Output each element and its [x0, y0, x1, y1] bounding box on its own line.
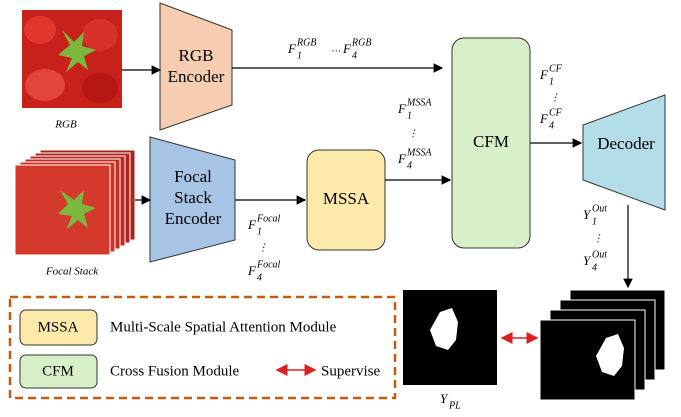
node-label: CFM	[473, 132, 509, 151]
node-label: Encoder	[168, 67, 225, 86]
node-label: Stack	[174, 188, 212, 207]
label-sub: 4	[407, 160, 412, 171]
node-label: MSSA	[323, 189, 370, 208]
label-sup: Out	[592, 203, 607, 214]
legend-desc: Multi-Scale Spatial Attention Module	[110, 319, 337, 335]
label-base: Y	[583, 253, 592, 268]
label-base: F	[247, 263, 257, 278]
label-base: Y	[583, 207, 592, 222]
label-sup: CF	[549, 63, 563, 74]
label-ellipsis: ⋮	[408, 128, 418, 139]
label-sup: MSSA	[406, 147, 432, 158]
label-sub: 1	[592, 216, 597, 227]
label-sub: 1	[549, 76, 554, 87]
node-label: Decoder	[597, 134, 655, 153]
label-sub: 4	[352, 50, 357, 61]
pseudo-label-mask	[403, 290, 497, 385]
label-ellipsis: ⋮	[593, 233, 603, 244]
label-base: F	[287, 41, 297, 56]
label-sub: 4	[257, 272, 262, 283]
label-base: F	[342, 41, 352, 56]
label-base: F	[397, 151, 407, 166]
label-sub: 4	[549, 120, 554, 131]
label-sup: MSSA	[406, 97, 432, 108]
label-sub: PL	[448, 400, 461, 411]
label-base: F	[539, 111, 549, 126]
focal-stack-image	[15, 150, 135, 255]
label-sup: RGB	[351, 37, 371, 48]
label-ellipsis: ⋮	[258, 242, 268, 253]
node-label: RGB	[179, 46, 214, 65]
label-base: F	[539, 67, 549, 82]
label-base: Y	[440, 391, 449, 406]
label-ellipsis: …	[332, 43, 341, 54]
label-sup: CF	[549, 107, 563, 118]
label-sup: Focal	[256, 259, 281, 270]
label-ellipsis: ⋮	[550, 92, 560, 103]
legend-desc: Cross Fusion Module	[110, 363, 240, 379]
node-label: Focal	[174, 167, 212, 186]
label-sub: 1	[297, 50, 302, 61]
label-sup: RGB	[296, 37, 316, 48]
rgb-image	[22, 10, 122, 108]
legend-supervise: Supervise	[321, 363, 381, 379]
label-sup: Out	[592, 249, 607, 260]
legend-key: CFM	[42, 363, 74, 379]
label-sub: 1	[257, 226, 262, 237]
node-label: Encoder	[165, 209, 222, 228]
label-base: F	[397, 101, 407, 116]
label-sup: Focal	[256, 213, 281, 224]
label-sub: 4	[592, 262, 597, 273]
rgb-caption: RGB	[54, 119, 77, 131]
focal-caption: Focal Stack	[45, 266, 99, 278]
label-sub: 1	[407, 110, 412, 121]
diagram: RGB Focal Stack RGB Encoder Focal Stack …	[0, 0, 681, 417]
legend-key: MSSA	[38, 319, 79, 335]
output-masks	[540, 290, 665, 400]
label-base: F	[247, 217, 257, 232]
